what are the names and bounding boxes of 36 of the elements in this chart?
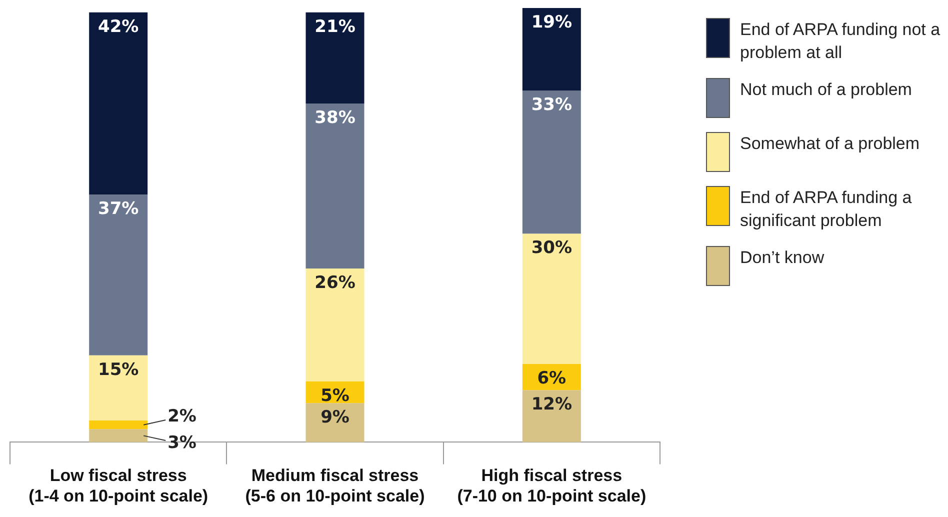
- bar: [522, 8, 581, 90]
- data-label: 30%: [531, 238, 572, 258]
- x-tick-label: Medium fiscal stress (5-6 on 10-point scale): [245, 466, 425, 506]
- data-label: 15%: [98, 360, 139, 380]
- data-label: 26%: [314, 272, 356, 293]
- bar: [89, 12, 148, 195]
- data-label: 12%: [531, 394, 572, 415]
- bar: [89, 420, 148, 430]
- bar: [89, 429, 148, 442]
- data-label: 37%: [98, 199, 139, 220]
- bar: [306, 268, 364, 382]
- data-label: 33%: [531, 94, 572, 115]
- bar: [89, 355, 148, 420]
- bar: [522, 390, 581, 442]
- bar: [522, 90, 581, 234]
- bar: [306, 104, 364, 269]
- data-label: 2%: [168, 406, 196, 426]
- legend-label: Somewhat of a problem: [740, 133, 920, 155]
- legend-label: End of ARPA funding a significant problem: [740, 187, 913, 232]
- legend-label: End of ARPA funding not a problem at all: [740, 19, 942, 64]
- bar: [306, 403, 364, 442]
- bar: [89, 194, 148, 356]
- x-tick-label: High fiscal stress (7-10 on 10-point scale): [457, 466, 646, 506]
- data-label: 21%: [314, 16, 356, 37]
- legend-label: Don’t know: [740, 247, 824, 269]
- x-tick-label: Low fiscal stress (1-4 on 10-point scale): [28, 466, 208, 506]
- bar: [522, 234, 581, 364]
- data-label: 3%: [168, 433, 196, 454]
- bar: [306, 12, 364, 104]
- data-label: 6%: [537, 368, 566, 388]
- data-label: 38%: [314, 108, 356, 128]
- legend-label: Not much of a problem: [740, 79, 912, 101]
- data-label: 42%: [98, 16, 139, 37]
- data-label: 19%: [531, 12, 572, 32]
- data-label: 5%: [320, 386, 350, 406]
- data-label: 9%: [320, 408, 350, 428]
